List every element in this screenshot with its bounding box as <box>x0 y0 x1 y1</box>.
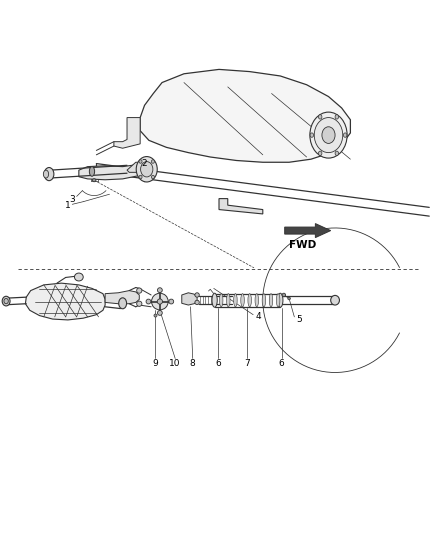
Ellipse shape <box>152 293 168 310</box>
Ellipse shape <box>212 293 217 307</box>
Ellipse shape <box>343 133 347 138</box>
Ellipse shape <box>4 298 8 304</box>
Ellipse shape <box>314 118 343 152</box>
Text: 9: 9 <box>152 359 159 368</box>
Polygon shape <box>285 223 331 238</box>
Ellipse shape <box>255 294 258 307</box>
Ellipse shape <box>278 293 283 307</box>
Ellipse shape <box>43 170 49 178</box>
Polygon shape <box>127 162 145 172</box>
Text: 7: 7 <box>244 359 251 368</box>
Ellipse shape <box>233 294 237 307</box>
Ellipse shape <box>152 160 155 163</box>
Ellipse shape <box>137 288 142 293</box>
Text: 5: 5 <box>296 314 302 324</box>
Text: 4: 4 <box>256 312 261 321</box>
Polygon shape <box>182 293 197 305</box>
Ellipse shape <box>137 301 142 306</box>
Ellipse shape <box>139 160 142 163</box>
Polygon shape <box>105 290 139 304</box>
Ellipse shape <box>158 311 162 316</box>
Text: 3: 3 <box>69 196 75 205</box>
Ellipse shape <box>89 167 95 176</box>
Ellipse shape <box>44 167 54 181</box>
Ellipse shape <box>119 298 127 309</box>
Text: 6: 6 <box>215 359 221 368</box>
Text: FWD: FWD <box>289 240 316 249</box>
Ellipse shape <box>276 294 280 307</box>
Ellipse shape <box>310 133 314 138</box>
Polygon shape <box>219 199 263 214</box>
Ellipse shape <box>219 294 223 307</box>
Ellipse shape <box>158 288 162 293</box>
Ellipse shape <box>331 295 339 305</box>
Ellipse shape <box>157 299 162 304</box>
Ellipse shape <box>195 293 199 297</box>
Ellipse shape <box>248 294 251 307</box>
Ellipse shape <box>310 112 347 158</box>
Ellipse shape <box>169 299 173 304</box>
Ellipse shape <box>154 314 157 317</box>
Ellipse shape <box>269 294 273 307</box>
Ellipse shape <box>226 294 230 307</box>
Ellipse shape <box>74 273 83 281</box>
Ellipse shape <box>282 293 286 297</box>
Polygon shape <box>114 118 140 148</box>
Polygon shape <box>140 69 350 162</box>
Ellipse shape <box>318 151 322 156</box>
Ellipse shape <box>241 294 244 307</box>
Polygon shape <box>79 157 145 180</box>
Ellipse shape <box>288 297 290 300</box>
Ellipse shape <box>146 299 151 304</box>
Ellipse shape <box>318 115 322 119</box>
Text: 10: 10 <box>170 359 181 368</box>
Ellipse shape <box>141 161 153 177</box>
Ellipse shape <box>262 294 265 307</box>
Text: 1: 1 <box>65 201 71 209</box>
Text: 6: 6 <box>279 359 285 368</box>
Ellipse shape <box>335 151 339 156</box>
Ellipse shape <box>152 175 155 179</box>
Ellipse shape <box>322 127 335 143</box>
Ellipse shape <box>195 300 199 304</box>
Text: 8: 8 <box>190 359 196 368</box>
Ellipse shape <box>139 175 142 179</box>
Text: 2: 2 <box>142 159 147 168</box>
Ellipse shape <box>2 296 10 306</box>
Ellipse shape <box>92 179 96 182</box>
Ellipse shape <box>136 157 157 182</box>
Ellipse shape <box>335 115 339 119</box>
Polygon shape <box>25 283 105 320</box>
